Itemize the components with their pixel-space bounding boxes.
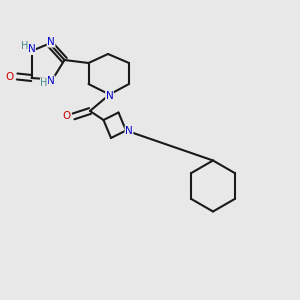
Text: N: N <box>28 44 35 55</box>
Text: N: N <box>47 76 55 86</box>
Text: H: H <box>21 40 28 51</box>
Text: O: O <box>5 71 14 82</box>
Text: O: O <box>63 111 71 121</box>
Text: N: N <box>106 91 113 101</box>
Text: N: N <box>125 126 133 136</box>
Text: H: H <box>40 78 48 88</box>
Text: N: N <box>47 37 55 47</box>
